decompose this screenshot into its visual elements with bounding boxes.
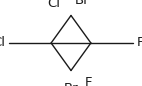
Text: Cl: Cl	[47, 0, 60, 10]
Text: Br: Br	[64, 82, 78, 86]
Text: F: F	[136, 36, 142, 50]
Text: Cl: Cl	[0, 36, 6, 50]
Text: F: F	[85, 76, 93, 86]
Text: Br: Br	[75, 0, 90, 7]
